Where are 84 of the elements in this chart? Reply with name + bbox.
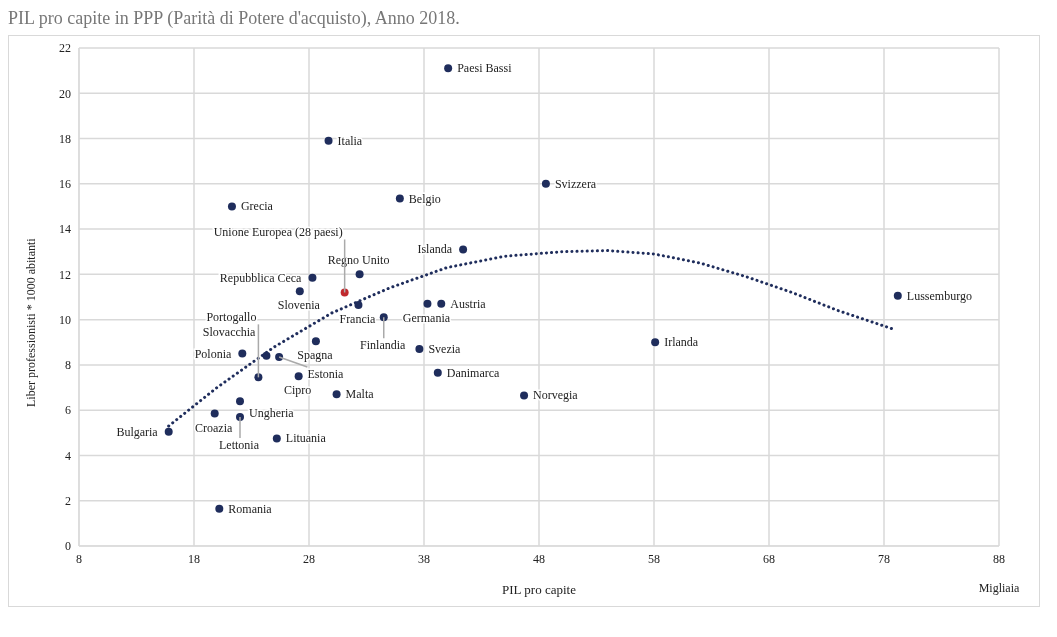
annotation: Croazia (195, 420, 234, 435)
annotation: Portogallo (206, 310, 257, 325)
point (395, 194, 404, 203)
point (444, 64, 453, 73)
annotation: Paesi Bassi (457, 61, 513, 76)
point (272, 434, 281, 443)
annotation: Finlandia (360, 338, 407, 353)
y-tick-label: 10 (59, 312, 71, 327)
annotation: Bulgaria (116, 424, 159, 439)
point (295, 287, 304, 296)
annotation: Slovenia (277, 298, 321, 313)
point (294, 372, 303, 381)
annotation: Lettonia (219, 437, 260, 452)
x-tick-label: 68 (763, 551, 775, 566)
x-tick-label: 8 (76, 551, 82, 566)
x-axis-title: PIL pro capite (502, 582, 577, 597)
annotation: Polonia (194, 346, 232, 361)
point (227, 202, 236, 211)
point (254, 373, 263, 382)
annotation: Ungheria (249, 406, 295, 421)
point (324, 136, 333, 145)
y-tick-label: 22 (59, 41, 71, 56)
annotation: Svizzera (554, 176, 597, 191)
annotation: Islanda (417, 242, 453, 257)
point (164, 427, 173, 436)
point (437, 299, 446, 308)
annotation: Grecia (240, 199, 274, 214)
x-tick-label: 78 (878, 551, 890, 566)
point (355, 270, 364, 279)
y-tick-label: 18 (59, 131, 71, 146)
annotation: Cipro (283, 383, 312, 398)
point (340, 288, 349, 297)
y-tick-label: 2 (65, 493, 71, 508)
point (433, 368, 442, 377)
point (332, 390, 341, 399)
annotation: Lituania (285, 431, 327, 446)
point (236, 397, 244, 406)
y-tick-label: 14 (59, 222, 71, 237)
annotation: Unione Europea (28 paesi) (213, 225, 343, 240)
point (423, 299, 432, 308)
point (459, 245, 468, 254)
y-tick-label: 4 (65, 448, 71, 463)
y-tick-label: 20 (59, 86, 71, 101)
y-axis-title: Liber professionisti * 1000 abitanti (24, 237, 39, 407)
annotation: Francia (339, 311, 377, 326)
x-tick-label: 58 (648, 551, 660, 566)
point (308, 273, 317, 282)
annotation: Lussemburgo (906, 288, 972, 303)
annotation: Belgio (408, 191, 441, 206)
annotation: Italia (337, 133, 363, 148)
point (210, 409, 219, 418)
y-tick-label: 8 (65, 358, 71, 373)
point (415, 345, 424, 354)
x-tick-label: 48 (533, 551, 545, 566)
x-tick-label: 18 (188, 551, 200, 566)
annotation: Repubblica Ceca (219, 270, 303, 285)
y-tick-label: 16 (59, 177, 71, 192)
y-tick-label: 6 (65, 403, 71, 418)
annotation: Romania (228, 501, 273, 516)
x-tick-label: 38 (418, 551, 430, 566)
point (651, 338, 660, 347)
text: Migliaia (978, 581, 1020, 595)
annotation: Germania (402, 310, 451, 325)
point (520, 391, 529, 400)
point (215, 504, 224, 513)
annotation: Spagna (297, 348, 334, 363)
point (238, 349, 247, 358)
annotation: Danimarca (446, 365, 501, 380)
point (311, 337, 320, 346)
point (354, 300, 363, 309)
chart-title: PIL pro capite in PPP (Parità di Potere d'acquisto), Anno 2018. (8, 8, 461, 29)
annotation: Svezia (428, 342, 462, 357)
x-tick-label: 28 (303, 551, 315, 566)
annotation: Slovacchia (202, 324, 257, 339)
x-tick-label: 88 (993, 551, 1005, 566)
annotation: Malta (345, 387, 375, 402)
annotation: Estonia (307, 366, 345, 381)
point (541, 179, 550, 188)
annotation: Austria (450, 296, 487, 311)
annotation: Norvegia (533, 388, 579, 403)
point (893, 291, 902, 300)
y-tick-label: 12 (59, 267, 71, 282)
annotation: Irlanda (664, 335, 699, 350)
y-tick-label: 0 (65, 539, 71, 554)
